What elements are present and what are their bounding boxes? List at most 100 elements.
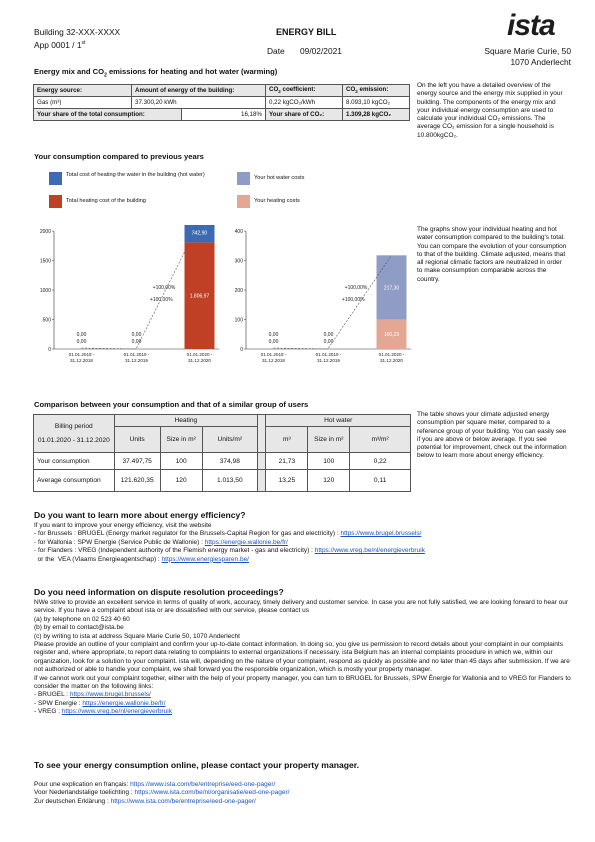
- comparison-header-row1: Billing period 01.01.2020 - 31.12.2020 He…: [33, 414, 411, 453]
- address-line1: Square Marie Curie, 50: [484, 46, 571, 56]
- vreg-link[interactable]: https://www.vreg.be/nl/energieverbruik: [314, 547, 425, 555]
- hotwater-group-header: Hot water: [265, 414, 411, 427]
- german-link[interactable]: https://www.ista.com/be/entreprise/eed-o…: [110, 797, 256, 805]
- billing-period-cell: Billing period 01.01.2020 - 31.12.2020: [33, 414, 115, 453]
- cell-size2: 120: [307, 469, 351, 492]
- share-co2-label: Your share of CO₂:: [265, 108, 343, 121]
- comparison-header-row2: Units Size in m² Units/m² m³ Size in m² …: [34, 426, 411, 453]
- legend-label: Total cost of heating the water in the b…: [66, 172, 205, 178]
- spw-text: - SPW Energie :: [34, 699, 83, 707]
- energy-mix-heading-post: emissions for heating and hot water (war…: [106, 67, 278, 76]
- online-dutch: Voor Nederlandstalige toelichting : http…: [34, 789, 574, 797]
- apartment-label: App 0001 / 1: [34, 39, 82, 50]
- brugel-link[interactable]: https://www.brugel.brussels/: [340, 530, 422, 538]
- dispute-contact-phone: (a) by telephone on 02 523 40 60: [34, 615, 130, 623]
- brugel-link[interactable]: https://www.brugel.brussels/: [69, 691, 151, 699]
- dispute-link-spw: - SPW Energie : https://energie.wallonie…: [34, 700, 574, 708]
- date-label: Date: [267, 46, 285, 56]
- energy-mix-table: Energy source: Amount of energy of the b…: [32, 84, 410, 121]
- billing-period-value: 01.01.2020 - 31.12.2020: [37, 437, 110, 444]
- trend-annotation: +100,00%: [153, 285, 176, 291]
- y-tick-label: 300: [235, 259, 244, 265]
- comparison-explanation: The table shows your climate adjusted en…: [417, 411, 567, 460]
- energy-amount-value: 37.300,20 kWh: [131, 96, 266, 109]
- online-french: Pour une explication en français: https:…: [34, 781, 574, 789]
- col-energy-source: Energy source:: [33, 84, 132, 97]
- dispute-escalation: If we cannot work out your complaint tog…: [34, 674, 571, 691]
- x-tick-label: 31.12.2019: [317, 358, 340, 363]
- dutch-link[interactable]: https://www.ista.com/be/nl/organisatie/e…: [134, 789, 290, 797]
- col-m3: m³: [265, 426, 309, 453]
- spacer-cell: [257, 452, 267, 470]
- efficiency-item-flanders: - for Flanders : VREG (Independent autho…: [34, 547, 569, 555]
- y-tick-label: 1500: [40, 259, 51, 265]
- spacer-cell: [257, 426, 267, 453]
- wallonia-text: - for Wallonia : SPW Energie (Service Pu…: [34, 538, 205, 546]
- dispute-link-vreg: - VREG : https://www.vreg.be/nl/energiev…: [34, 708, 574, 716]
- legend-swatch: [49, 195, 62, 208]
- cell-m3: 21,73: [265, 452, 309, 470]
- vea-text: or the VEA (Vlaams Energieagentschap) :: [34, 555, 162, 563]
- share-value: 16,18%: [181, 108, 266, 121]
- trend-line: [328, 255, 392, 349]
- col-energy-amount: Amount of energy of the building:: [131, 84, 266, 97]
- legend-label: Your hot water costs: [254, 175, 305, 181]
- cell-units-m2: 374,98: [201, 452, 259, 470]
- efficiency-heading: Do you want to learn more about energy e…: [34, 510, 246, 520]
- flanders-text: - for Flanders : VREG (Independent autho…: [34, 547, 315, 555]
- bar-secondary: [184, 225, 215, 243]
- spacer-cell: [257, 469, 267, 492]
- row-label: Average consumption: [33, 469, 115, 492]
- trend-annotation: +100,00%: [150, 297, 173, 303]
- y-tick-label: 0: [48, 347, 51, 353]
- trend-line: [136, 225, 199, 349]
- spw-link[interactable]: https://energie.wallonie.be/fr/: [82, 699, 166, 707]
- logo-text: ista: [507, 9, 556, 42]
- brussels-text: - for Brussels : BRUGEL (Energy market r…: [34, 530, 341, 538]
- table-row: Your consumption 37.497,75 100 374,98 21…: [33, 452, 411, 470]
- building-id: Building 32-XXX-XXXX: [34, 27, 121, 37]
- legend-label: Total heating cost of the building: [66, 198, 146, 204]
- data-label: 217,30: [384, 285, 400, 291]
- dutch-text: Voor Nederlandstalige toelichting :: [34, 789, 135, 797]
- heating-group-header: Heating: [113, 414, 259, 427]
- vea-link[interactable]: https://www.energiesparen.be/: [161, 555, 249, 563]
- online-german: Zur deutschen Erklärung : https://www.is…: [34, 798, 574, 806]
- data-label: 0,00: [77, 339, 87, 345]
- y-tick-label: 400: [235, 229, 244, 235]
- col-size2: Size in m²: [307, 426, 351, 453]
- efficiency-body: If you want to improve your energy effic…: [34, 522, 569, 564]
- energy-mix-row: Gas (m³) 37.300,20 kWh 0,22 kgCO₂/kWh 8.…: [33, 96, 410, 109]
- data-label: 342,90: [192, 230, 208, 236]
- vreg-link[interactable]: https://www.vreg.be/nl/energieverbruik: [61, 708, 173, 716]
- col-coef-pre: CO: [269, 86, 279, 94]
- cell-size: 120: [159, 469, 203, 492]
- spw-link[interactable]: https://energie.wallonie.be/fr/: [204, 538, 288, 546]
- dispute-procedure: Please provide an outline of your compla…: [34, 641, 570, 674]
- y-tick-label: 1000: [40, 288, 51, 294]
- data-label: 0,00: [324, 339, 334, 345]
- share-co2-value: 1.309,28 kgCO₂: [342, 108, 410, 121]
- spacer-cell: [257, 414, 267, 427]
- dispute-body: NWe strive to provide an excellent servi…: [34, 599, 574, 717]
- page-title: ENERGY BILL: [276, 27, 337, 37]
- apartment-ordinal: st: [81, 40, 86, 46]
- cell-units-m2: 1.013,50: [201, 469, 259, 492]
- german-text: Zur deutschen Erklärung :: [34, 797, 111, 805]
- col-emis-post: emission:: [357, 86, 389, 94]
- cell-m3: 13,25: [265, 469, 309, 492]
- french-link[interactable]: https://www.ista.com/be/entreprise/eed-o…: [130, 781, 276, 788]
- data-label: 100,23: [384, 332, 400, 338]
- col-size: Size in m²: [159, 426, 203, 453]
- trend-annotation: +100,00%: [345, 285, 368, 291]
- y-tick-label: 100: [235, 318, 244, 324]
- legend-swatch: [237, 172, 250, 185]
- consumption-heading: Your consumption compared to previous ye…: [34, 152, 204, 161]
- french-text: Pour une explication en français:: [34, 781, 131, 788]
- energy-mix-heading-pre: Energy mix and CO: [34, 67, 105, 76]
- cell-m3-m2: 0,11: [349, 469, 411, 492]
- x-tick-label: 01.01.2020 -: [379, 352, 405, 357]
- vreg-text: - VREG :: [34, 708, 62, 716]
- y-tick-label: 0: [240, 347, 243, 353]
